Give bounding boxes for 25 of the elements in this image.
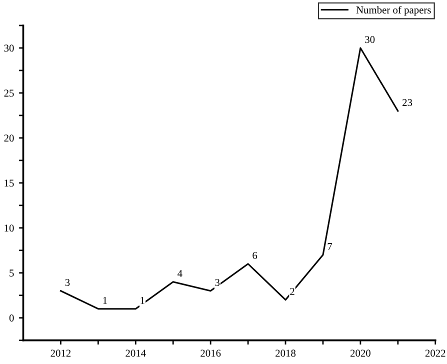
data-label: 2	[290, 288, 294, 295]
x-tick-label: 2022	[425, 350, 446, 357]
data-label: 30	[365, 36, 375, 44]
data-label: 6	[252, 252, 258, 259]
data-label: 3	[65, 278, 70, 286]
data-label: 1	[140, 296, 144, 304]
y-tick-label: 20	[4, 134, 14, 142]
x-tick-label: 2014	[126, 350, 146, 357]
data-label: 23	[402, 99, 412, 106]
legend-label: Number of papers	[356, 6, 431, 16]
data-label: 4	[177, 270, 182, 277]
y-tick-label: 25	[4, 90, 14, 97]
y-tick-label: 10	[4, 224, 14, 232]
y-tick-label: 30	[4, 44, 14, 52]
x-tick-label: 2020	[350, 350, 370, 357]
y-tick-label: 5	[10, 270, 14, 277]
data-label: 1	[103, 296, 107, 304]
data-label: 7	[328, 243, 332, 250]
x-tick-label: 2018	[276, 350, 296, 357]
y-tick-label: 15	[4, 180, 14, 187]
x-tick-label: 2012	[50, 350, 71, 357]
y-tick-label: 0	[9, 314, 14, 322]
line-series	[60, 47, 399, 310]
x-tick-label: 2016	[200, 350, 221, 357]
data-label: 3	[215, 278, 220, 286]
